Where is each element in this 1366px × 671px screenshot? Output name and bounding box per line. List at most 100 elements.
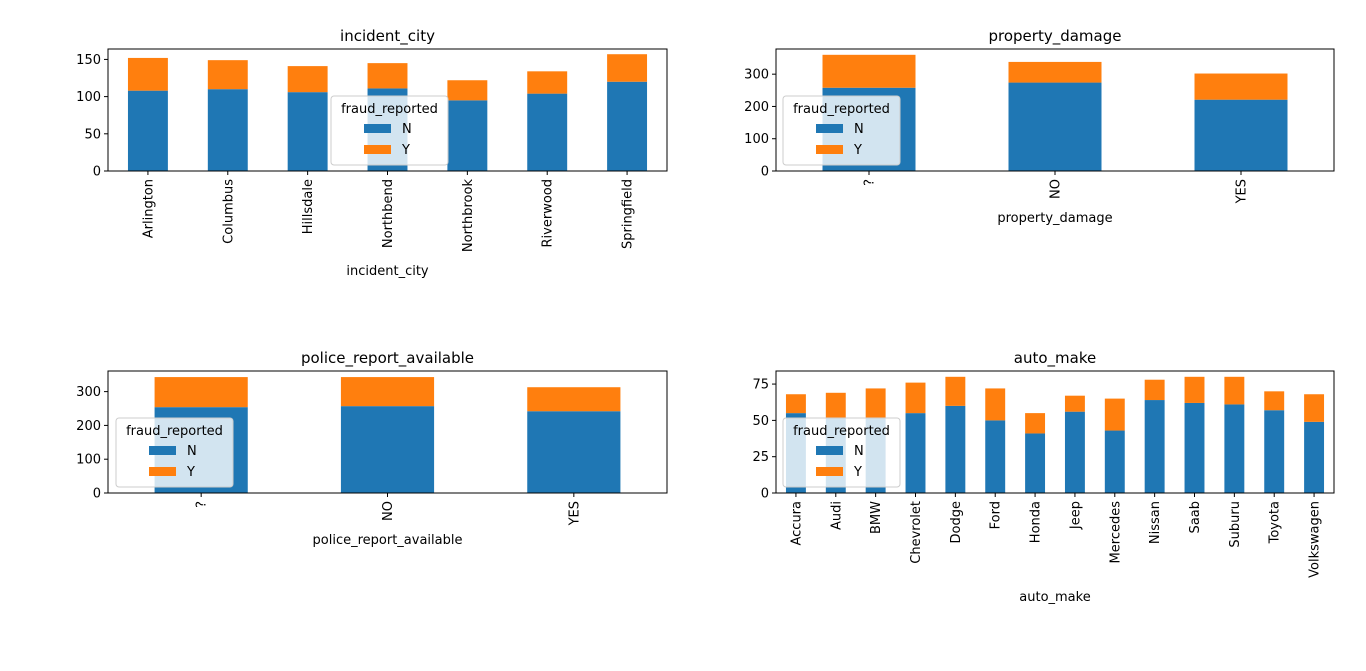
x-axis-label: auto_make [1019, 590, 1090, 605]
bar-N-Ford [985, 420, 1006, 493]
legend-label-Y: Y [186, 465, 195, 480]
legend-swatch-Y [816, 145, 843, 154]
x-tick-label: Ford [989, 501, 1004, 529]
legend: fraud_reported NY [115, 417, 234, 488]
legend-title: fraud_reported [126, 424, 223, 439]
legend-label-N: N [854, 444, 864, 459]
x-tick-label: Accura [789, 501, 804, 546]
x-tick-label: Springfield [621, 179, 636, 249]
x-tick-label: ? [863, 179, 878, 186]
bar-Y-? [154, 377, 248, 408]
bar-Y-Columbus [207, 60, 248, 90]
bar-N-Volkswagen [1304, 421, 1325, 493]
x-tick-label: NO [1049, 179, 1064, 199]
bar-N-Northbrook [447, 100, 488, 171]
x-tick-label: Northbend [381, 179, 396, 248]
legend-label-N: N [854, 122, 864, 137]
legend: fraud_reported NY [782, 417, 901, 488]
bar-N-Dodge [945, 405, 966, 493]
x-axis-label: police_report_available [313, 533, 463, 548]
bar-Y-Dodge [945, 376, 966, 406]
bar-N-Springfield [607, 81, 648, 171]
legend-swatch-N [364, 124, 391, 133]
y-tick-label: 0 [93, 165, 101, 180]
legend-label-Y: Y [853, 465, 862, 480]
bar-Y-Accura [785, 394, 806, 414]
y-tick-label: 0 [761, 487, 769, 502]
bar-N-NO [340, 406, 435, 493]
x-tick-label: Audi [829, 501, 844, 530]
bar-N-NO [1008, 82, 1102, 171]
bar-N-Arlington [127, 90, 168, 171]
legend-swatch-Y [149, 467, 176, 476]
bar-N-YES [1194, 99, 1288, 171]
bar-Y-Toyota [1264, 391, 1285, 411]
legend-swatch-Y [816, 467, 843, 476]
y-tick-label: 300 [76, 385, 101, 400]
bar-Y-Riverwood [527, 71, 568, 94]
legend-label-N: N [402, 122, 412, 137]
x-tick-label: Toyota [1268, 501, 1283, 544]
x-tick-label: Chevrolet [909, 501, 924, 564]
bar-Y-YES [527, 387, 621, 412]
chart-panel-1: 0 100 200 300? NO YES property_damage property_… [744, 27, 1335, 226]
chart-panel-0: 0 50 100 150 Arlington Columbus Hillsdale North… [76, 27, 668, 279]
bar-Y-Nissan [1144, 379, 1165, 401]
legend-title: fraud_reported [341, 102, 438, 117]
bar-Y-Honda [1025, 413, 1046, 434]
bar-Y-Northbend [367, 63, 408, 89]
y-tick-label: 100 [744, 132, 769, 147]
bar-Y-Chevrolet [905, 382, 926, 414]
bar-N-Nissan [1144, 400, 1165, 493]
x-tick-label: BMW [869, 501, 884, 534]
bar-Y-Mercedes [1104, 398, 1125, 431]
legend: fraud_reported NY [782, 95, 901, 166]
bar-N-Hillsdale [287, 92, 328, 171]
bar-N-Jeep [1064, 411, 1085, 493]
y-tick-label: 200 [76, 419, 101, 434]
bar-Y-YES [1194, 73, 1288, 100]
x-tick-label: Hillsdale [301, 179, 316, 234]
bar-Y-Arlington [127, 57, 168, 91]
legend-label-Y: Y [401, 143, 410, 158]
x-tick-label: Nissan [1148, 501, 1163, 544]
y-tick-label: 50 [84, 127, 101, 142]
legend-swatch-N [816, 446, 843, 455]
legend-swatch-N [816, 124, 843, 133]
y-tick-label: 300 [744, 68, 769, 83]
bar-N-Mercedes [1104, 430, 1125, 493]
y-tick-label: 50 [752, 414, 769, 429]
x-tick-label: Jeep [1068, 501, 1083, 530]
legend: fraud_reported NY [330, 95, 449, 166]
x-tick-label: Saab [1188, 501, 1203, 533]
bar-N-Chevrolet [905, 413, 926, 493]
legend-swatch-Y [364, 145, 391, 154]
legend-title: fraud_reported [793, 424, 890, 439]
legend-label-N: N [187, 444, 197, 459]
y-tick-label: 75 [752, 378, 769, 393]
bar-N-YES [527, 411, 621, 493]
y-tick-label: 200 [744, 100, 769, 115]
chart-title: police_report_available [301, 349, 474, 368]
bar-Y-Jeep [1064, 395, 1085, 412]
bar-N-Riverwood [527, 93, 568, 171]
x-tick-label: Arlington [141, 179, 156, 238]
x-tick-label: YES [1235, 179, 1250, 204]
y-tick-label: 150 [76, 53, 101, 68]
x-tick-label: YES [567, 501, 582, 526]
bar-N-Saab [1184, 402, 1205, 493]
bar-Y-Suburu [1224, 376, 1245, 405]
y-tick-label: 0 [761, 165, 769, 180]
x-tick-label: Suburu [1228, 501, 1243, 548]
legend-title: fraud_reported [793, 102, 890, 117]
bar-Y-? [822, 54, 916, 88]
chart-title: incident_city [340, 27, 435, 46]
chart-title: property_damage [989, 27, 1122, 46]
legend-swatch-N [149, 446, 176, 455]
x-tick-label: Mercedes [1108, 501, 1123, 564]
y-tick-label: 100 [76, 90, 101, 105]
bar-Y-NO [1008, 61, 1102, 83]
x-tick-label: Columbus [221, 179, 236, 244]
bar-Y-Volkswagen [1304, 394, 1325, 422]
